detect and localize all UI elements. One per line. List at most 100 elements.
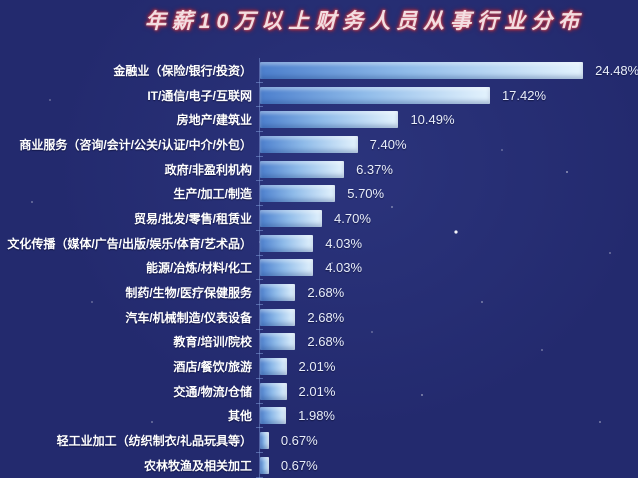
chart-rows: 金融业（保险/银行/投资） 24.48% IT/通信/电子/互联网 17.42% 房地产… bbox=[0, 58, 638, 478]
chart-row: 酒店/餐饮/旅游 2.01% bbox=[0, 354, 638, 379]
chart-row: IT/通信/电子/互联网 17.42% bbox=[0, 82, 638, 108]
category-label: 金融业（保险/银行/投资） bbox=[113, 63, 252, 78]
axis-tick bbox=[256, 353, 263, 355]
category-label: 其他 bbox=[227, 409, 252, 424]
axis-tick bbox=[256, 303, 263, 305]
bar-track: 2.68% bbox=[256, 280, 638, 305]
category-label: 交通/物流/仓储 bbox=[173, 384, 252, 399]
bar bbox=[260, 308, 296, 326]
value-label: 7.40% bbox=[369, 136, 407, 152]
category-label: 贸易/批发/零售/租赁业 bbox=[133, 211, 252, 226]
bar-track: 10.49% bbox=[256, 107, 638, 133]
bar-track: 0.67% bbox=[256, 428, 638, 453]
chart-title: 年薪10万以上财务人员从事行业分布 bbox=[144, 10, 586, 33]
axis-tick bbox=[256, 229, 263, 231]
bar bbox=[260, 382, 287, 400]
value-label: 6.37% bbox=[356, 161, 393, 177]
bar bbox=[260, 259, 314, 277]
bar-track: 4.03% bbox=[256, 255, 638, 281]
chart-row: 贸易/批发/零售/租赁业 4.70% bbox=[0, 206, 638, 231]
category-label: 农林牧渔及相关加工 bbox=[143, 458, 252, 473]
chart-row: 轻工业加工（纺织制衣/礼品玩具等） 0.67% bbox=[0, 428, 638, 453]
chart-row: 教育/培训/院校 2.68% bbox=[0, 329, 638, 355]
category-label: 房地产/建筑业 bbox=[176, 113, 252, 128]
value-label: 0.67% bbox=[280, 433, 318, 449]
bar-track: 4.03% bbox=[256, 230, 638, 256]
chart-row: 其他 1.98% bbox=[0, 403, 638, 429]
chart-row: 商业服务（咨询/会计/公关/认证/中介/外包） 7.40% bbox=[0, 132, 638, 157]
category-label: 轻工业加工（纺织制衣/礼品玩具等） bbox=[56, 434, 252, 449]
bar bbox=[260, 86, 490, 104]
category-label: 酒店/餐饮/旅游 bbox=[173, 360, 252, 375]
value-label: 5.70% bbox=[347, 186, 385, 202]
bar-track: 24.48% bbox=[256, 58, 638, 83]
category-label: 教育/培训/院校 bbox=[173, 335, 252, 350]
axis-tick bbox=[256, 180, 263, 182]
category-label: 汽车/机械制造/仪表设备 bbox=[125, 310, 252, 325]
axis-tick bbox=[256, 81, 263, 83]
bar bbox=[260, 432, 269, 450]
axis-tick bbox=[256, 427, 263, 429]
bar-track: 7.40% bbox=[256, 132, 638, 157]
bar-track: 2.68% bbox=[256, 304, 638, 330]
category-label: IT/通信/电子/互联网 bbox=[147, 88, 252, 103]
category-label: 政府/非盈利机构 bbox=[164, 162, 252, 177]
category-label: 文化传播（媒体/广告/出版/娱乐/体育/艺术品） bbox=[7, 236, 252, 251]
axis-tick bbox=[256, 452, 263, 453]
bar-track: 4.70% bbox=[256, 206, 638, 231]
bar-track: 17.42% bbox=[256, 82, 638, 108]
value-label: 2.68% bbox=[307, 334, 345, 350]
chart-row: 制药/生物/医疗保健服务 2.68% bbox=[0, 280, 638, 305]
value-label: 0.67% bbox=[280, 457, 318, 473]
bar bbox=[260, 358, 287, 376]
bar-track: 2.01% bbox=[256, 354, 638, 379]
axis-tick bbox=[256, 131, 263, 133]
bar bbox=[260, 333, 296, 351]
bar-track: 2.68% bbox=[256, 329, 638, 355]
category-label: 生产/加工/制造 bbox=[173, 187, 252, 202]
value-label: 4.03% bbox=[325, 235, 363, 251]
bar bbox=[260, 185, 336, 203]
category-label: 能源/冶炼/材料/化工 bbox=[145, 261, 252, 276]
chart-row: 农林牧渔及相关加工 0.67% bbox=[0, 453, 638, 478]
value-label: 4.70% bbox=[334, 210, 371, 226]
axis-tick bbox=[256, 155, 263, 157]
bar bbox=[260, 61, 584, 79]
value-label: 10.49% bbox=[410, 112, 455, 128]
chart-row: 汽车/机械制造/仪表设备 2.68% bbox=[0, 304, 638, 330]
axis-tick bbox=[256, 279, 263, 281]
bar-track: 1.98% bbox=[256, 403, 638, 429]
bar bbox=[260, 135, 358, 153]
bar bbox=[260, 209, 323, 227]
star-speckles-decoration bbox=[0, 0, 2, 2]
bar bbox=[260, 407, 287, 425]
value-label: 17.42% bbox=[501, 87, 547, 103]
axis-tick bbox=[256, 205, 263, 207]
category-label: 商业服务（咨询/会计/公关/认证/中介/外包） bbox=[19, 137, 252, 152]
chart-row: 政府/非盈利机构 6.37% bbox=[0, 156, 638, 182]
axis-tick bbox=[256, 402, 263, 404]
bar bbox=[260, 284, 296, 302]
bar bbox=[260, 456, 269, 474]
value-label: 1.98% bbox=[298, 408, 335, 424]
value-label: 2.68% bbox=[307, 285, 345, 301]
bar bbox=[260, 111, 399, 129]
value-label: 24.48% bbox=[595, 62, 638, 78]
bar-track: 0.67% bbox=[256, 453, 638, 478]
chart-row: 房地产/建筑业 10.49% bbox=[0, 107, 638, 133]
chart-row: 文化传播（媒体/广告/出版/娱乐/体育/艺术品） 4.03% bbox=[0, 230, 638, 256]
axis-tick bbox=[256, 377, 263, 379]
bar-track: 5.70% bbox=[256, 181, 638, 207]
axis-tick bbox=[256, 328, 263, 330]
bar-track: 6.37% bbox=[256, 156, 638, 182]
value-label: 2.01% bbox=[298, 383, 336, 399]
value-label: 2.01% bbox=[298, 359, 336, 375]
category-label: 制药/生物/医疗保健服务 bbox=[125, 286, 252, 301]
chart-row: 金融业（保险/银行/投资） 24.48% bbox=[0, 58, 638, 83]
axis-tick bbox=[256, 476, 263, 478]
axis-tick bbox=[256, 106, 263, 108]
chart-row: 能源/冶炼/材料/化工 4.03% bbox=[0, 255, 638, 281]
value-label: 4.03% bbox=[325, 260, 363, 276]
bar bbox=[260, 160, 345, 178]
